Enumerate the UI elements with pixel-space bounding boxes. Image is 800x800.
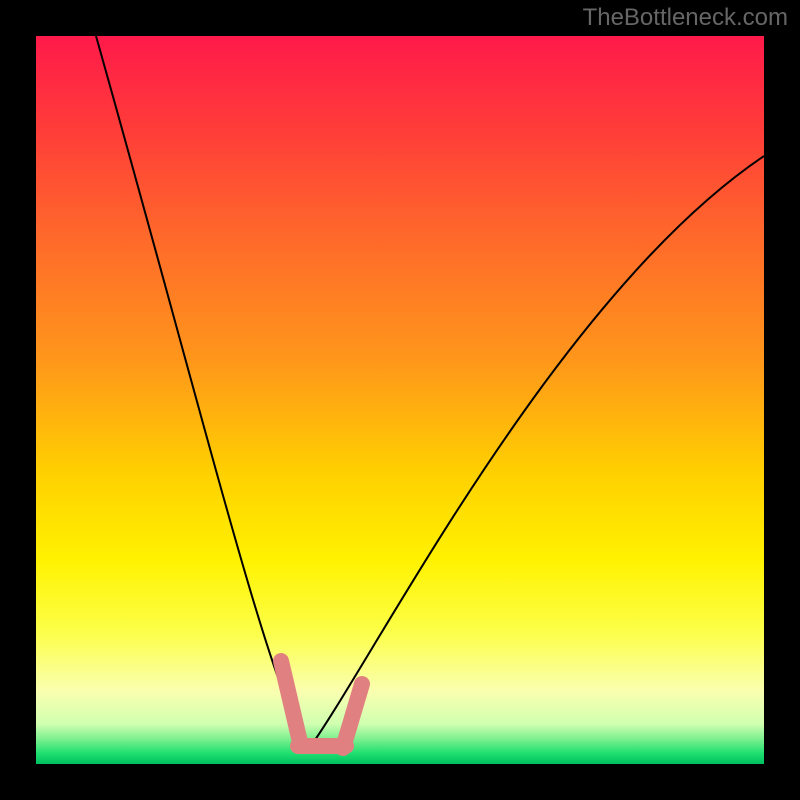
chart-container: TheBottleneck.com xyxy=(0,0,800,800)
marker-segment-2 xyxy=(343,684,362,748)
watermark-text: TheBottleneck.com xyxy=(583,4,788,32)
marker-group xyxy=(281,661,362,748)
curve-layer xyxy=(36,36,764,764)
bottleneck-curve xyxy=(96,36,764,750)
marker-segment-0 xyxy=(281,661,300,742)
plot-area xyxy=(36,36,764,764)
